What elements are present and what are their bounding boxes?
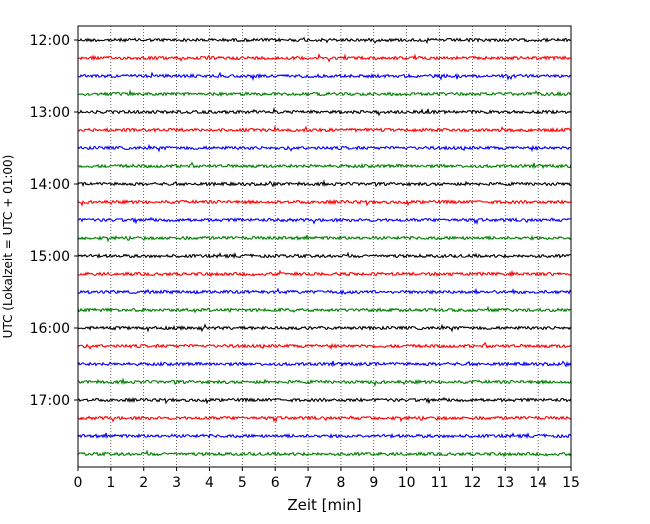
trace-1745 [77,449,572,458]
trace-1545 [77,305,572,314]
x-tick-label-13: 13 [496,475,514,491]
trace-1400 [77,179,572,188]
x-tick-label-11: 11 [431,475,449,491]
x-tick-label-12: 12 [463,475,481,491]
trace-1615 [77,341,572,351]
trace-1500 [77,251,572,260]
x-tick-label-15: 15 [562,475,580,491]
trace-1600 [77,323,572,333]
trace-1630 [77,360,572,368]
x-tick-label-0: 0 [74,475,83,491]
plot-frame [77,25,572,468]
x-tick-label-3: 3 [172,475,181,491]
x-axis-label: Zeit [min] [287,496,361,514]
x-tick-label-9: 9 [369,475,378,491]
trace-1730 [77,431,572,440]
y-axis-label: UTC (Lokalzeit = UTC + 01:00) [1,155,15,339]
y-tick-label-3: 15:00 [30,249,70,265]
trace-1515 [77,269,572,278]
x-tick-label-2: 2 [139,475,148,491]
trace-1330 [77,143,572,153]
trace-1645 [77,377,572,387]
trace-1315 [77,124,572,133]
trace-1530 [77,287,572,296]
y-tick-label-2: 14:00 [30,177,70,193]
x-tick-label-6: 6 [271,475,280,491]
x-tick-label-7: 7 [304,475,313,491]
trace-1215 [77,53,572,63]
x-tick-label-8: 8 [336,475,345,491]
trace-1715 [77,415,572,423]
trace-1415 [77,198,572,207]
trace-1245 [77,88,572,98]
y-tick-label-4: 16:00 [30,321,70,337]
x-tick-label-14: 14 [529,475,547,491]
x-tick-label-1: 1 [106,475,115,491]
trace-1300 [77,106,572,117]
trace-1445 [77,234,572,243]
trace-1345 [77,161,572,170]
x-tick-label-10: 10 [398,475,416,491]
x-tick-label-5: 5 [238,475,247,491]
y-tick-label-0: 12:00 [30,33,70,49]
x-tick-label-4: 4 [205,475,214,491]
trace-1430 [77,216,571,225]
y-tick-label-5: 17:00 [30,393,70,409]
trace-1200 [77,36,572,45]
trace-1700 [77,396,572,405]
y-tick-label-1: 13:00 [30,105,70,121]
trace-1230 [77,71,572,82]
